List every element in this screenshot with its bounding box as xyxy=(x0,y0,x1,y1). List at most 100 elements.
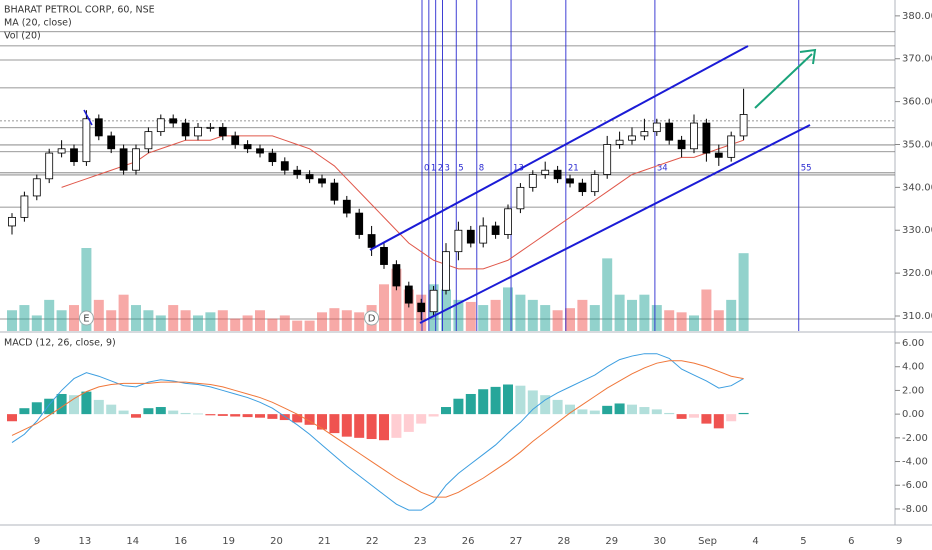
volume-bar xyxy=(230,318,241,331)
candle-body xyxy=(429,289,438,313)
candle-body xyxy=(603,144,612,175)
candle-body xyxy=(615,139,624,145)
histogram-bar xyxy=(317,414,327,430)
candle-body xyxy=(553,169,562,180)
histogram-bar xyxy=(614,403,625,415)
candle-body xyxy=(169,118,178,124)
histogram-bar xyxy=(242,414,253,418)
histogram-bar xyxy=(627,404,637,415)
volume-bar xyxy=(689,315,699,331)
histogram-bar xyxy=(255,414,265,418)
volume-bar xyxy=(465,301,476,331)
fib-time-label: 55 xyxy=(801,164,812,174)
candle-body xyxy=(57,148,66,154)
volume-bar xyxy=(193,315,203,331)
y-tick-label: -4.00 xyxy=(902,457,928,468)
x-tick-label: 28 xyxy=(558,536,571,547)
trend-mark xyxy=(83,109,93,126)
histogram-bar xyxy=(131,414,141,418)
arrow-line xyxy=(754,53,813,109)
fib-time-label: 34 xyxy=(657,164,668,174)
histogram-bar xyxy=(503,384,513,415)
main-pane: 310.00 320.00 330.00 340.00 350.00 360.00 370.… xyxy=(0,0,932,331)
event-label: D xyxy=(368,314,376,325)
volume-bar xyxy=(292,320,303,331)
histogram-bar xyxy=(403,414,414,432)
y-tick-label: 340.00 xyxy=(902,182,932,193)
histogram-bar xyxy=(7,414,17,422)
candle-body xyxy=(714,152,723,158)
volume-bar xyxy=(168,305,179,331)
candle-body xyxy=(491,225,500,235)
candle-body xyxy=(268,152,277,163)
candle-body xyxy=(32,178,41,197)
fib-time-label: 13 xyxy=(513,164,524,174)
volume-bar xyxy=(205,312,216,331)
candle-body xyxy=(417,302,426,313)
x-tick-label: 9 xyxy=(896,536,902,547)
histogram-bar xyxy=(391,414,402,438)
volume-bar xyxy=(651,305,662,331)
macd-line xyxy=(11,353,744,511)
candle-body xyxy=(256,148,264,154)
y-tick-label: 6.00 xyxy=(902,338,924,349)
candle-body xyxy=(342,199,351,214)
candle-body xyxy=(293,169,302,175)
volume-bar xyxy=(44,299,55,331)
histogram-bar xyxy=(31,402,42,415)
volume-bar xyxy=(81,248,92,331)
x-tick-label: 9 xyxy=(34,536,40,547)
histogram-bar xyxy=(428,414,439,417)
candle-body xyxy=(566,178,574,184)
y-tick-label: 330.00 xyxy=(902,225,932,236)
volume-bar xyxy=(242,315,253,331)
volume-bar xyxy=(676,312,687,331)
candle-body xyxy=(466,229,475,244)
candle-body xyxy=(206,126,215,129)
volume-bar xyxy=(565,308,575,331)
volume-bar xyxy=(304,320,315,331)
volume-bar xyxy=(639,294,650,331)
histogram-bar xyxy=(93,399,104,415)
y-tick-label: 360.00 xyxy=(902,97,932,108)
fib-time-label: 0 xyxy=(424,164,429,174)
histogram-bar xyxy=(193,413,203,415)
volume-bar xyxy=(453,299,464,331)
volume-bar xyxy=(726,299,737,331)
x-tick-label: 29 xyxy=(605,536,618,547)
volume-bar xyxy=(552,310,563,331)
y-tick-label: 0.00 xyxy=(902,409,924,420)
histogram-bar xyxy=(738,412,749,415)
histogram-bar xyxy=(478,389,489,415)
ma-legend: MA (20, close) xyxy=(4,18,72,29)
y-tick-label: 4.00 xyxy=(902,362,924,373)
y-tick-label: 350.00 xyxy=(902,139,932,150)
candle-body xyxy=(144,131,153,150)
candle-body xyxy=(702,122,711,154)
volume-bar xyxy=(379,284,389,331)
candle-body xyxy=(516,186,525,210)
histogram-bar xyxy=(180,412,191,415)
fib-time-label: 8 xyxy=(479,164,484,174)
histogram-bar xyxy=(143,408,154,415)
event-marker xyxy=(364,310,380,326)
histogram-bar xyxy=(602,405,613,415)
macd-legend: MACD (12, 26, close, 9) xyxy=(4,338,116,349)
histogram-bar xyxy=(713,414,724,429)
x-tick-label: 5 xyxy=(800,536,806,547)
candle-body xyxy=(94,118,103,137)
histogram-bar xyxy=(515,385,526,415)
volume-bar xyxy=(713,310,724,331)
x-tick-label: 23 xyxy=(414,536,427,547)
histogram-bar xyxy=(676,414,687,419)
candle-body xyxy=(70,148,78,163)
volume-bar xyxy=(515,294,526,331)
candle-body xyxy=(442,251,450,291)
histogram-bar xyxy=(639,407,650,415)
candle-body xyxy=(156,118,165,133)
volume-bar xyxy=(155,315,166,331)
candle-body xyxy=(20,195,29,218)
y-tick-label: 370.00 xyxy=(902,54,932,65)
histogram-bar xyxy=(168,410,179,415)
